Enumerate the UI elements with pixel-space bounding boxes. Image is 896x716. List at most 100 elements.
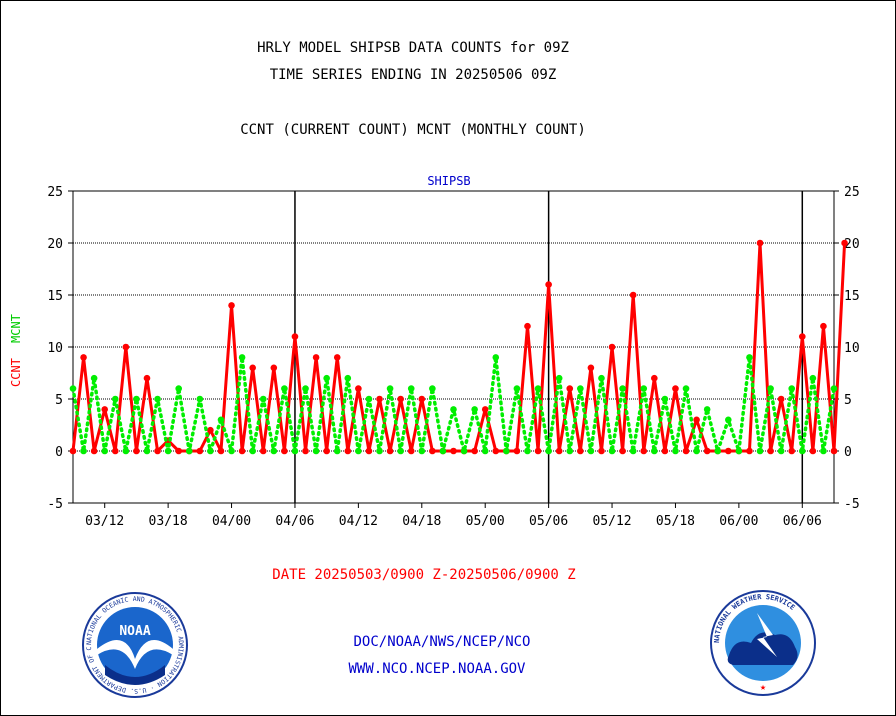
data-point xyxy=(513,447,521,455)
data-point xyxy=(830,447,838,455)
data-point xyxy=(376,395,383,403)
chart-title: SHIPSB xyxy=(427,174,470,188)
data-point xyxy=(281,385,288,392)
y-tick-label-right: 15 xyxy=(844,289,860,304)
data-point xyxy=(164,447,172,455)
y-axis-right: -5 0 5 10 15 20 25 xyxy=(834,185,860,512)
data-point xyxy=(344,374,352,382)
data-point xyxy=(693,447,700,455)
y-tick-label-right: 5 xyxy=(844,393,852,408)
x-tick-label: 06/00 xyxy=(719,514,758,529)
data-point xyxy=(460,447,468,455)
data-point xyxy=(312,354,320,361)
data-point xyxy=(682,447,690,455)
data-point xyxy=(397,395,404,403)
data-point xyxy=(101,406,109,413)
data-point xyxy=(545,281,552,288)
data-point xyxy=(471,447,478,455)
data-point xyxy=(534,447,542,455)
data-point xyxy=(555,447,563,455)
data-point xyxy=(503,447,510,455)
data-point xyxy=(555,374,563,382)
data-point xyxy=(217,447,225,455)
data-point xyxy=(228,447,235,455)
data-point xyxy=(640,447,648,455)
data-point xyxy=(756,447,764,455)
y-axis-label: CCNT MCNT xyxy=(9,314,23,387)
data-point xyxy=(566,385,574,392)
plot-frame xyxy=(72,190,835,504)
y-label-mcnt: MCNT xyxy=(9,314,23,343)
data-point xyxy=(471,406,478,413)
data-point xyxy=(513,385,521,392)
data-point xyxy=(439,447,447,455)
data-point xyxy=(619,385,626,392)
data-point xyxy=(693,416,700,424)
data-point xyxy=(429,447,436,455)
data-point xyxy=(302,385,309,392)
y-tick-label-left: 5 xyxy=(55,393,63,408)
y-tick-label-left: -5 xyxy=(47,497,63,512)
x-tick-label: 05/06 xyxy=(529,514,568,529)
data-point xyxy=(767,385,774,392)
data-point xyxy=(355,447,362,455)
x-axis: 03/12 03/18 04/00 04/06 04/12 04/18 05/00 05/06… xyxy=(85,503,822,529)
data-point xyxy=(545,447,552,455)
data-point xyxy=(228,302,235,309)
data-point xyxy=(767,447,774,455)
data-point xyxy=(111,447,119,455)
data-point xyxy=(355,385,362,392)
x-tick-label: 04/12 xyxy=(339,514,378,529)
data-point xyxy=(154,395,161,403)
data-point xyxy=(207,447,214,455)
y-tick-label-left: 20 xyxy=(47,237,63,252)
data-point xyxy=(196,447,204,455)
data-point xyxy=(323,374,330,382)
data-point xyxy=(133,395,140,403)
data-point xyxy=(714,447,722,455)
data-point xyxy=(344,447,352,455)
data-point xyxy=(629,291,637,299)
data-point xyxy=(725,447,732,455)
series-line-mcnt xyxy=(71,355,836,453)
data-point xyxy=(830,385,838,392)
data-point xyxy=(143,447,151,455)
series-mcnt xyxy=(69,354,838,455)
data-point xyxy=(418,447,426,455)
data-point xyxy=(481,447,489,455)
data-point xyxy=(418,395,426,403)
data-point xyxy=(207,426,214,434)
data-point xyxy=(407,447,415,455)
data-point xyxy=(397,447,404,455)
data-point xyxy=(777,447,785,455)
noaa-logo-text: NOAA xyxy=(119,624,150,639)
data-point xyxy=(175,447,182,455)
x-tick-label: 04/06 xyxy=(275,514,314,529)
data-point xyxy=(386,447,394,455)
data-point xyxy=(450,447,457,455)
data-point xyxy=(90,374,98,382)
data-point xyxy=(777,395,785,403)
data-point xyxy=(312,447,320,455)
data-point xyxy=(841,239,848,247)
data-point xyxy=(376,447,383,455)
data-point xyxy=(598,447,605,455)
x-tick-label: 06/06 xyxy=(783,514,822,529)
agency-text: DOC/NOAA/NWS/NCEP/NCO xyxy=(353,634,530,650)
data-point xyxy=(735,447,743,455)
data-point xyxy=(111,395,119,403)
data-point xyxy=(365,395,373,403)
data-point xyxy=(101,447,109,455)
data-point xyxy=(238,354,246,361)
y-tick-label-right: 10 xyxy=(844,341,860,356)
subtitle: CCNT (CURRENT COUNT) MCNT (MONTHLY COUNT… xyxy=(240,122,586,138)
data-point xyxy=(746,447,753,455)
x-tick-label: 05/12 xyxy=(592,514,631,529)
y-axis-left: -5 0 5 10 15 20 25 xyxy=(47,185,73,512)
date-range: DATE 20250503/0900 Z-20250506/0900 Z xyxy=(272,567,575,583)
data-point xyxy=(798,447,806,455)
data-point xyxy=(122,343,130,351)
data-point xyxy=(492,447,500,455)
